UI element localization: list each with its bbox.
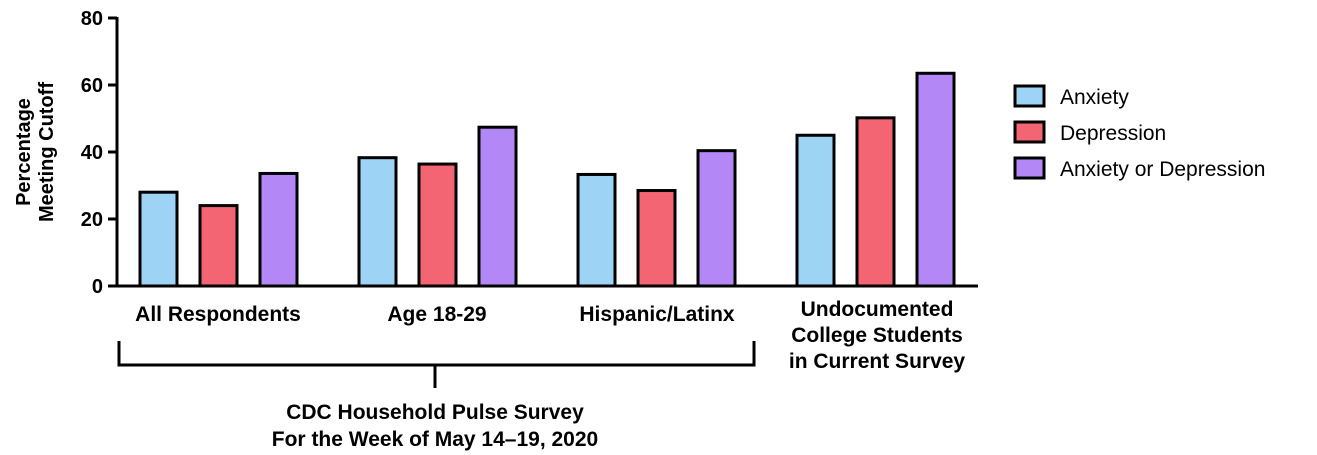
bracket-label: For the Week of May 14–19, 2020 (272, 428, 598, 451)
survey-bracket: CDC Household Pulse Survey For the Week o… (117, 341, 756, 451)
category-label: College Students (791, 324, 963, 347)
y-tick-label: 40 (81, 142, 103, 164)
bracket-label: CDC Household Pulse Survey (286, 401, 584, 424)
legend: Anxiety Depression Anxiety or Depression (1013, 84, 1265, 181)
category-label: All Respondents (135, 303, 301, 326)
legend-swatch (1013, 120, 1046, 144)
legend-label: Depression (1060, 122, 1166, 145)
bar-anxiety (138, 190, 179, 288)
bar-depression (855, 116, 896, 288)
y-axis-label-line: Percentage (13, 98, 35, 206)
y-tick-label: 20 (81, 209, 103, 231)
bar-depression (198, 204, 239, 288)
y-tick-label: 80 (81, 8, 103, 30)
category-label: in Current Survey (789, 350, 966, 373)
bracket-line (117, 341, 756, 388)
y-axis-label: Percentage Meeting Cutoff (13, 82, 58, 222)
legend-swatch (1013, 156, 1046, 180)
bar-anxiety-or-depression (696, 149, 737, 288)
bar-depression (636, 189, 677, 288)
category-label: Hispanic/Latinx (579, 303, 735, 326)
legend-swatch (1013, 84, 1046, 108)
bar-anxiety-or-depression (258, 171, 299, 288)
legend-label: Anxiety or Depression (1060, 158, 1265, 181)
category-label: Undocumented (801, 298, 954, 321)
bar-depression (417, 162, 458, 288)
bar-anxiety-or-depression (477, 125, 518, 288)
y-tick-label: 0 (92, 276, 103, 298)
category-label: Age 18-29 (387, 303, 486, 326)
bar-anxiety (576, 172, 617, 288)
bar-anxiety (795, 133, 836, 288)
y-axis-label-line: Meeting Cutoff (36, 82, 58, 222)
y-axis: 0 20 40 60 80 (81, 8, 119, 298)
bar-anxiety (357, 156, 398, 288)
bar-anxiety-or-depression (915, 71, 956, 288)
bars (138, 71, 956, 288)
category-labels: All Respondents Age 18-29 Hispanic/Latinx U… (135, 298, 965, 373)
y-tick-label: 60 (81, 75, 103, 97)
legend-label: Anxiety (1060, 86, 1129, 109)
